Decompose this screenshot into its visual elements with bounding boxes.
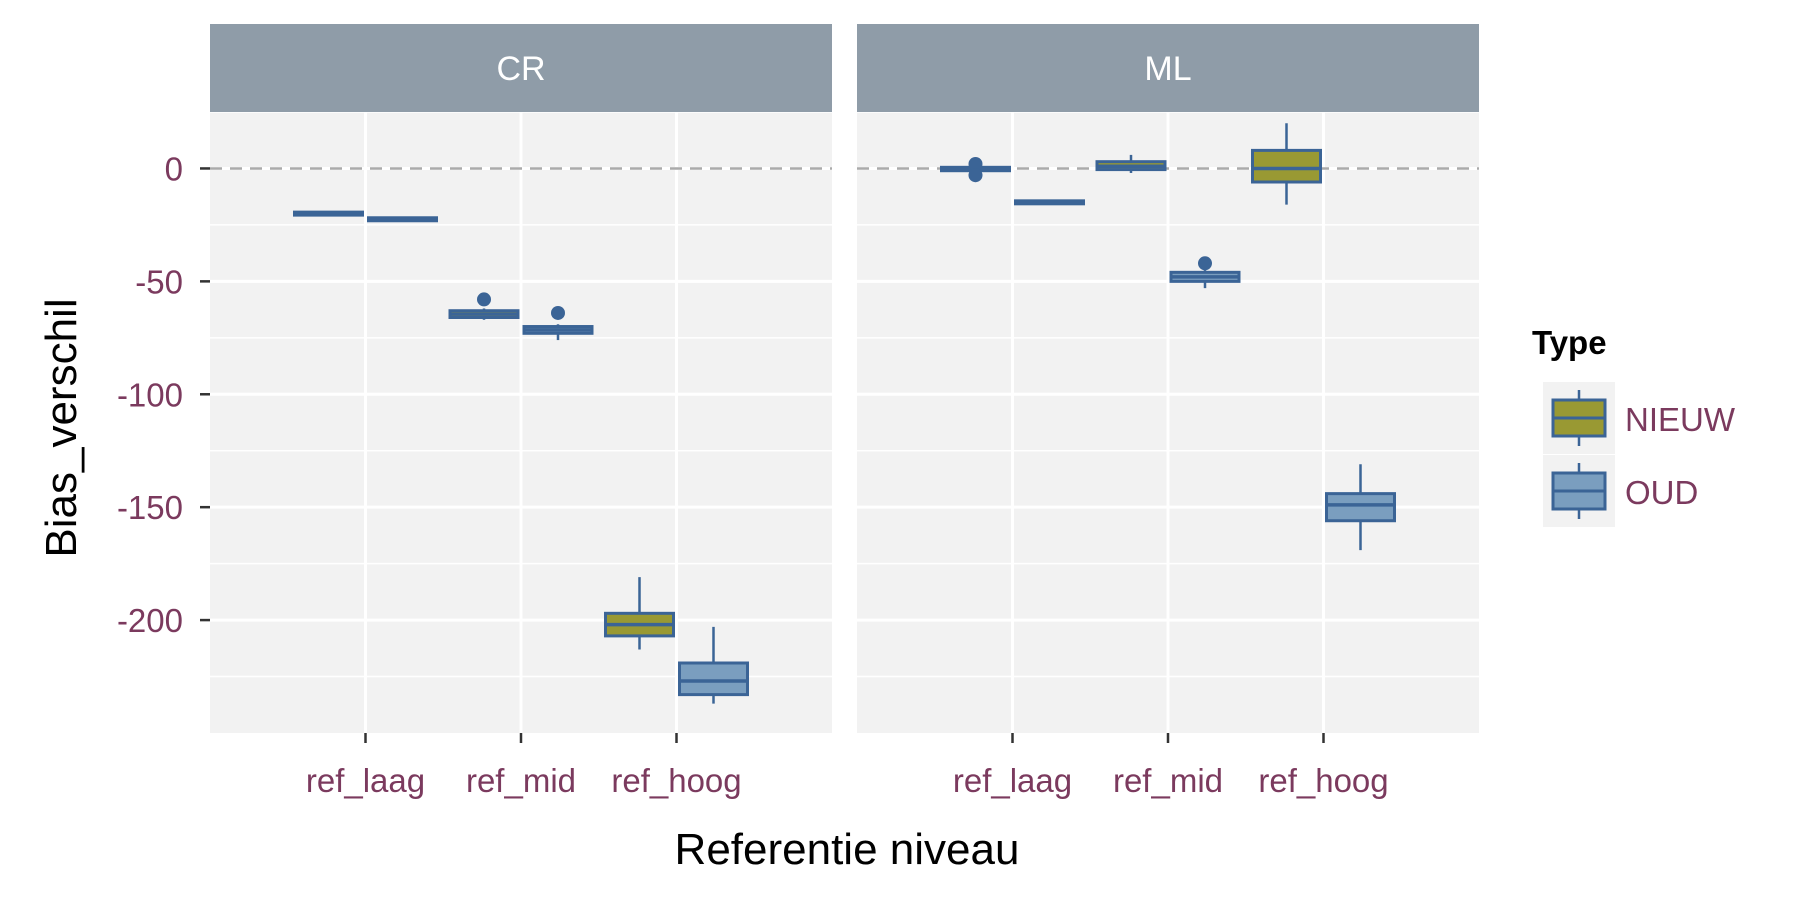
legend: Type NIEUW OUD bbox=[1532, 324, 1736, 527]
x-axis-title: Referentie niveau bbox=[675, 825, 1020, 874]
legend-label-oud: OUD bbox=[1625, 474, 1698, 511]
panels-layer: CR ML bbox=[210, 24, 1479, 733]
x-tick-label-ref_hoog: ref_hoog bbox=[1258, 762, 1388, 799]
axes-layer: ref_laag ref_mid ref_hoog ref_laag ref_mid re… bbox=[117, 150, 1389, 799]
box-rect-ml-ref_hoog-nieuw bbox=[1251, 148, 1322, 184]
box-rect-ml-ref_hoog-oud bbox=[1325, 492, 1396, 523]
x-tick-label-ref_laag: ref_laag bbox=[953, 762, 1072, 799]
box-cr-ref_hoog-nieuw bbox=[604, 577, 675, 650]
box-ml-ref_hoog-nieuw bbox=[1251, 123, 1322, 205]
box-cr-ref_laag-oud bbox=[367, 216, 438, 223]
x-tick-label-ref_hoog: ref_hoog bbox=[611, 762, 741, 799]
box-cr-ref_mid-oud bbox=[522, 305, 594, 341]
box-cr-ref_hoog-oud bbox=[678, 626, 749, 704]
y-tick-label: 0 bbox=[165, 150, 183, 187]
y-tick-label: -100 bbox=[117, 376, 183, 413]
box-ml-ref_mid-oud bbox=[1169, 256, 1241, 289]
box-cr-ref_mid-nieuw bbox=[448, 292, 520, 320]
legend-keys bbox=[1543, 382, 1615, 527]
legend-title: Type bbox=[1532, 324, 1607, 361]
outlier-ml-ref_mid-oud bbox=[1198, 256, 1212, 271]
facet-strip-ml bbox=[857, 24, 1479, 112]
facet-label-cr: CR bbox=[496, 50, 545, 88]
box-ml-ref_hoog-oud bbox=[1325, 464, 1396, 551]
outlier-ml-ref_laag-nieuw bbox=[968, 156, 983, 171]
y-axis-title: Bias_verschil bbox=[37, 298, 86, 557]
x-tick-label-ref_mid: ref_mid bbox=[466, 762, 576, 799]
outlier-cr-ref_mid-oud bbox=[551, 305, 565, 320]
facet-label-ml: ML bbox=[1144, 50, 1191, 88]
box-rect-cr-ref_hoog-oud bbox=[678, 661, 749, 697]
box-ml-ref_laag-oud bbox=[1014, 199, 1085, 206]
y-tick-label: -50 bbox=[135, 263, 183, 300]
marks-layer bbox=[293, 123, 1396, 704]
y-tick-label: -150 bbox=[117, 489, 183, 526]
box-cr-ref_laag-nieuw bbox=[293, 210, 364, 217]
box-ml-ref_laag-nieuw bbox=[940, 156, 1011, 183]
facet-strip-cr bbox=[210, 24, 832, 112]
y-tick-label: -200 bbox=[117, 602, 183, 639]
legend-label-nieuw: NIEUW bbox=[1625, 401, 1736, 438]
box-ml-ref_mid-nieuw bbox=[1095, 154, 1167, 173]
x-tick-label-ref_mid: ref_mid bbox=[1113, 762, 1223, 799]
outlier-ml-ref_laag-nieuw bbox=[968, 168, 983, 183]
x-tick-label-ref_laag: ref_laag bbox=[306, 762, 425, 799]
outlier-cr-ref_mid-nieuw bbox=[477, 292, 491, 307]
